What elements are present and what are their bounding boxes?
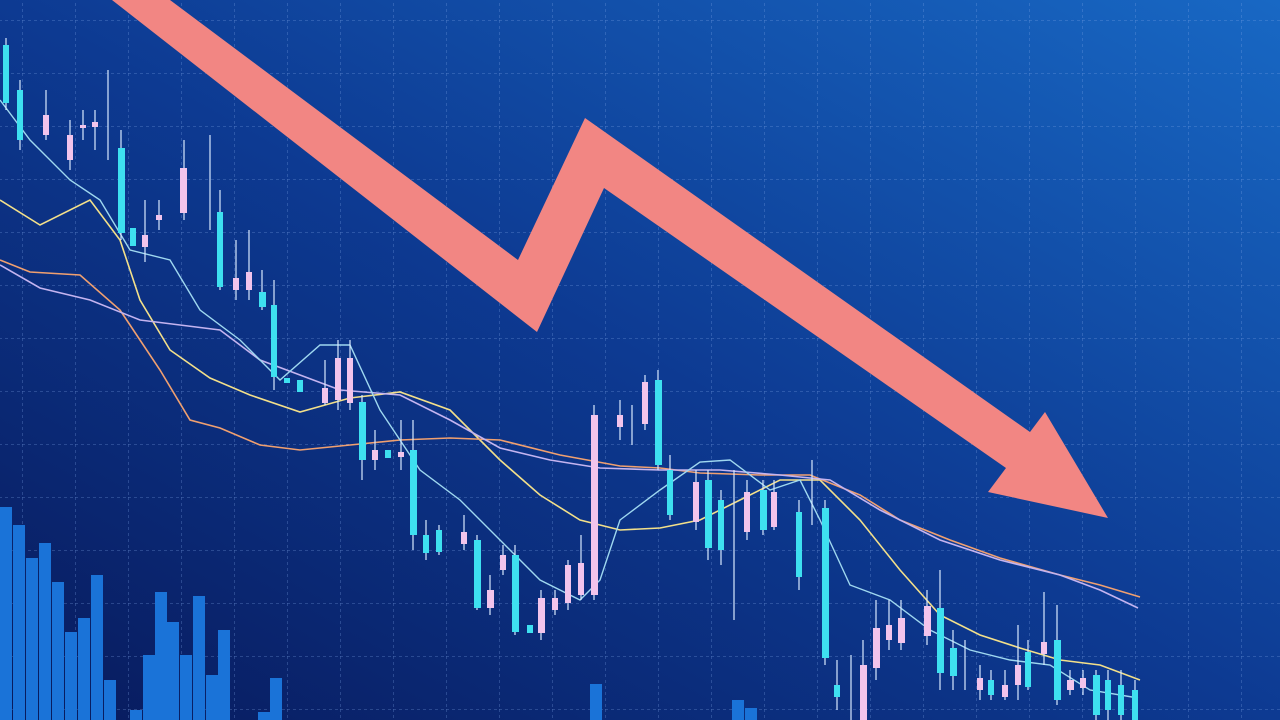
moving-average-yellow (0, 198, 1141, 681)
volume-bars (0, 507, 757, 720)
moving-average-orange (0, 259, 1141, 598)
moving-average-lavender (0, 264, 1139, 609)
moving-average-light-blue (0, 99, 1139, 699)
falling-arrow (112, 0, 1108, 518)
